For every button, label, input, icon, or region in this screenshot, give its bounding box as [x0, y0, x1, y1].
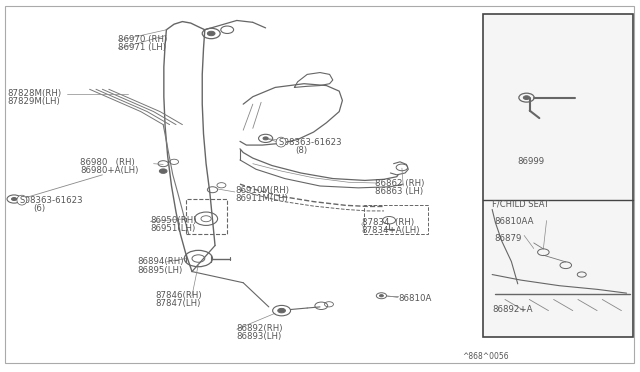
- Text: 86894(RH): 86894(RH): [138, 257, 184, 266]
- Text: (8): (8): [296, 146, 308, 155]
- Text: S: S: [278, 138, 284, 147]
- Text: 86999: 86999: [518, 157, 545, 166]
- Text: 87828M(RH): 87828M(RH): [8, 89, 62, 98]
- Text: 86810A: 86810A: [398, 294, 431, 303]
- Text: 86879: 86879: [495, 234, 522, 243]
- Circle shape: [278, 308, 285, 313]
- Circle shape: [263, 137, 268, 140]
- Text: 86892(RH): 86892(RH): [237, 324, 284, 333]
- Circle shape: [207, 31, 215, 36]
- Text: 86863 (LH): 86863 (LH): [375, 187, 423, 196]
- Text: 86980   (RH): 86980 (RH): [80, 158, 135, 167]
- Text: 86895(LH): 86895(LH): [138, 266, 183, 275]
- Text: 86893(LH): 86893(LH): [237, 332, 282, 341]
- Text: (6): (6): [33, 204, 45, 213]
- Text: 86971 (LH): 86971 (LH): [118, 43, 166, 52]
- Text: 86980+A(LH): 86980+A(LH): [80, 166, 138, 175]
- Bar: [364, 205, 428, 234]
- Text: 86862 (RH): 86862 (RH): [375, 179, 424, 187]
- Text: F/CHILD SEAT: F/CHILD SEAT: [492, 199, 549, 208]
- Text: 86892+A: 86892+A: [492, 305, 532, 314]
- Bar: [483, 14, 633, 337]
- Text: S: S: [19, 196, 24, 205]
- Text: 86950(RH): 86950(RH): [150, 216, 197, 225]
- Text: S08363-61623: S08363-61623: [278, 138, 342, 147]
- Circle shape: [159, 169, 167, 173]
- Text: 86911M(LH): 86911M(LH): [235, 194, 287, 203]
- Text: 86970 (RH): 86970 (RH): [118, 35, 168, 44]
- Circle shape: [12, 198, 17, 201]
- Text: 87846(RH): 87846(RH): [155, 291, 202, 300]
- Text: S08363-61623: S08363-61623: [19, 196, 83, 205]
- Circle shape: [380, 295, 383, 297]
- Circle shape: [524, 96, 530, 99]
- Text: 87834  (RH): 87834 (RH): [362, 218, 413, 227]
- Text: 87847(LH): 87847(LH): [155, 299, 200, 308]
- Text: 86951(LH): 86951(LH): [150, 224, 196, 233]
- Text: 86910M(RH): 86910M(RH): [235, 186, 289, 195]
- Text: ^868^0056: ^868^0056: [462, 352, 509, 361]
- Text: 87829M(LH): 87829M(LH): [8, 97, 60, 106]
- Text: 87834+A(LH): 87834+A(LH): [362, 226, 420, 235]
- Text: 86810AA: 86810AA: [495, 217, 534, 226]
- Bar: [186, 199, 227, 234]
